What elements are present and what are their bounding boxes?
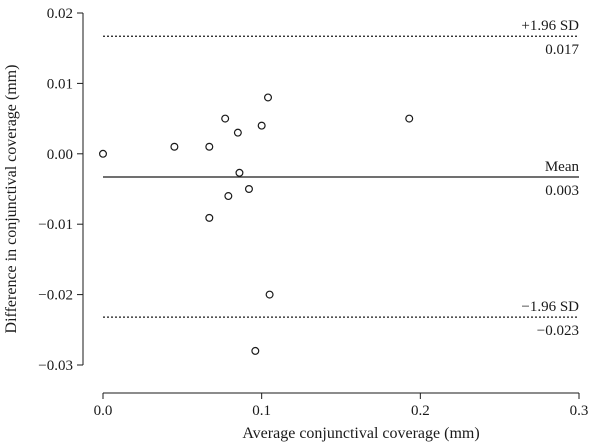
y-tick-label: 0.00 xyxy=(47,147,73,163)
upper-limit-value: 0.017 xyxy=(545,42,579,58)
data-point xyxy=(405,114,414,123)
y-axis-title: Difference in conjunctival coverage (mm) xyxy=(3,65,20,334)
lower-limit-label: −1.96 SD xyxy=(521,299,579,315)
lower-limit-value: −0.023 xyxy=(537,323,579,339)
data-point xyxy=(205,213,214,222)
y-ticks: −0.03 −0.02 −0.01 0.00 0.01 0.02 xyxy=(38,6,83,374)
x-tick-label: 0.3 xyxy=(570,403,589,419)
x-tick-label: 0.2 xyxy=(411,403,430,419)
data-point xyxy=(251,346,260,355)
data-point xyxy=(235,168,244,177)
mean-value: 0.003 xyxy=(545,183,579,199)
y-tick-label: 0.01 xyxy=(47,76,73,92)
data-point xyxy=(170,142,179,151)
axes xyxy=(82,13,579,394)
data-point xyxy=(244,185,253,194)
x-tick-label: 0.1 xyxy=(252,403,271,419)
mean-label: Mean xyxy=(545,159,580,175)
data-point xyxy=(257,121,266,130)
x-axis-title: Average conjunctival coverage (mm) xyxy=(242,425,479,442)
y-tick-label: −0.02 xyxy=(38,288,73,304)
y-tick-label: −0.01 xyxy=(38,217,73,233)
data-point xyxy=(224,192,233,201)
data-point xyxy=(205,142,214,151)
reference-lines: +1.96 SD 0.017 Mean 0.003 −1.96 SD −0.023 xyxy=(103,18,580,339)
data-point xyxy=(265,290,274,299)
data-point xyxy=(233,128,242,137)
data-points xyxy=(98,93,414,355)
x-tick-label: 0.0 xyxy=(94,403,113,419)
data-point xyxy=(98,149,107,158)
x-ticks: 0.0 0.1 0.2 0.3 xyxy=(94,393,589,419)
upper-limit-label: +1.96 SD xyxy=(521,18,579,34)
y-tick-label: 0.02 xyxy=(47,6,73,22)
data-point xyxy=(264,93,273,102)
data-point xyxy=(221,114,230,123)
y-tick-label: −0.03 xyxy=(38,358,73,374)
